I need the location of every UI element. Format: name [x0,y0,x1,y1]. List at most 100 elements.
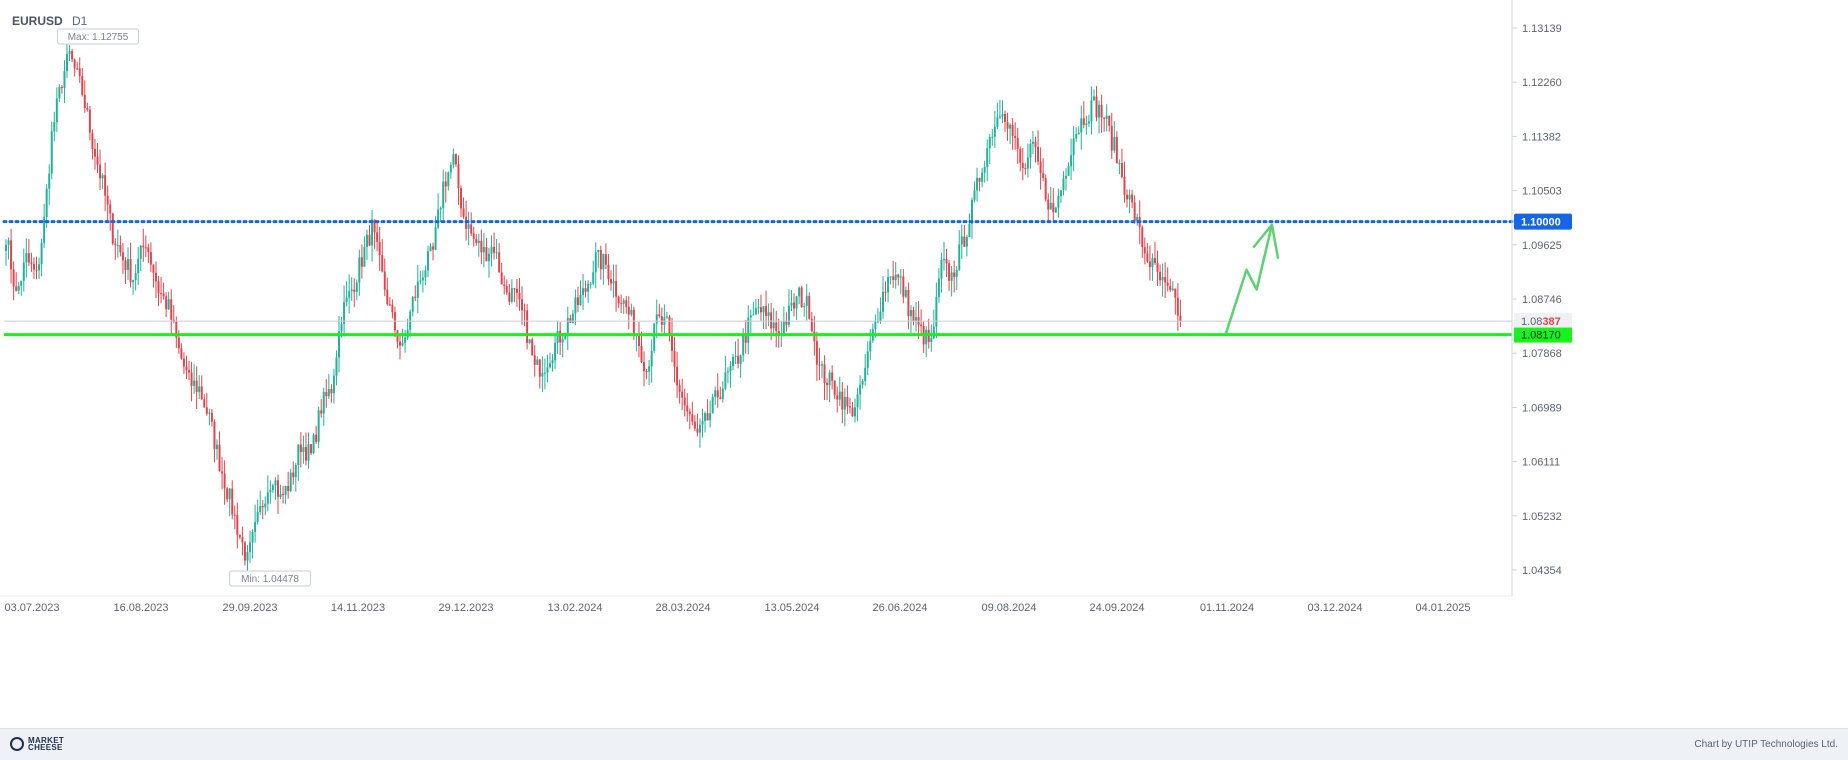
y-tick-label: 1.06111 [1522,457,1560,469]
candle-body [32,263,35,270]
candle-body [970,199,973,224]
candle-body [701,420,704,425]
candle-body [942,259,945,261]
brand-line1: MARKET [28,736,65,745]
symbol-header[interactable]: EURUSD D1 [12,14,87,28]
candle-body [221,471,224,474]
candle-body [848,406,851,408]
candle-body [157,281,160,294]
candle-body [640,345,643,362]
candle-body [460,188,463,209]
candle-body [706,413,709,421]
candle-body [650,350,653,367]
candle-body [752,314,755,316]
candle-body [27,253,30,263]
candle-body [500,272,503,285]
candle-body [292,472,295,478]
candle-body [615,281,618,297]
candle-body [190,372,193,386]
candle-body [264,503,267,508]
candle-body [724,372,727,389]
candle-body [231,488,234,515]
candle-body [104,175,107,196]
brand-logo[interactable]: MARKET CHEESE [10,736,65,752]
candle-body [589,283,592,285]
candle-body [1087,121,1090,124]
candle-body [866,351,869,368]
candle-body [147,247,150,253]
candle-body [945,259,948,264]
candle-body [828,372,831,386]
candle-body [859,384,862,395]
candle-body [1166,282,1169,286]
candle-body [795,296,798,309]
candle-body [274,480,277,486]
candle-body [1037,146,1040,162]
candle-body [1077,132,1080,135]
candle-body [78,68,81,76]
min-callout-box [229,570,311,587]
candle-body [607,264,610,280]
candle-body [307,444,310,461]
candle-body [355,282,358,292]
max-callout-text: Max: 1.12755 [68,32,129,43]
candle-body [594,252,597,273]
candle-body [205,407,208,414]
candle-body [167,299,170,310]
candle-body [904,290,907,297]
candle-body [1067,166,1070,176]
candle-body [541,372,544,377]
candle-body [391,304,394,313]
candle-body [630,309,633,315]
candle-body [429,246,432,252]
candle-body [838,391,841,400]
support-price-tag [1514,327,1572,343]
x-tick-label: 03.12.2024 [1307,602,1362,614]
candle-body [737,355,740,364]
candle-body [935,297,938,327]
candle-body [378,241,381,256]
candle-body [691,414,694,422]
candle-body [1143,247,1146,254]
candle-body [188,370,191,373]
candle-body [958,244,961,270]
x-tick-label: 16.08.2023 [113,602,168,614]
candle-body [193,380,196,386]
candle-body [556,330,559,343]
candle-body [803,306,806,308]
candle-body [182,358,185,367]
candle-body [1049,202,1052,210]
candle-body [432,246,435,250]
x-tick-label: 04.01.2025 [1415,602,1470,614]
candle-body [116,245,119,247]
candle-body [948,263,951,281]
timeframe-label[interactable]: D1 [72,14,88,28]
candle-body [76,68,79,70]
candle-body [963,236,966,247]
candle-body [83,94,86,108]
candle-body [762,306,765,313]
x-tick-label: 28.03.2024 [655,602,710,614]
candle-body [648,366,651,372]
candle-body [490,246,493,254]
candle-body [452,154,455,165]
symbol-name[interactable]: EURUSD [12,14,63,28]
candle-body [170,299,173,320]
candle-body [604,254,607,265]
candle-body [223,473,226,489]
candle-body [50,131,53,174]
candle-body [1039,161,1042,174]
candle-body [1006,121,1009,129]
candle-body [93,148,96,157]
candle-body [851,407,854,417]
candle-body [1164,276,1167,283]
candle-body [976,177,979,191]
candle-body [1044,178,1047,200]
candle-body [38,264,41,271]
candle-body [470,224,473,234]
candle-body [66,54,69,72]
candle-body [576,297,579,306]
candle-body [442,181,445,209]
candle-body [485,247,488,262]
